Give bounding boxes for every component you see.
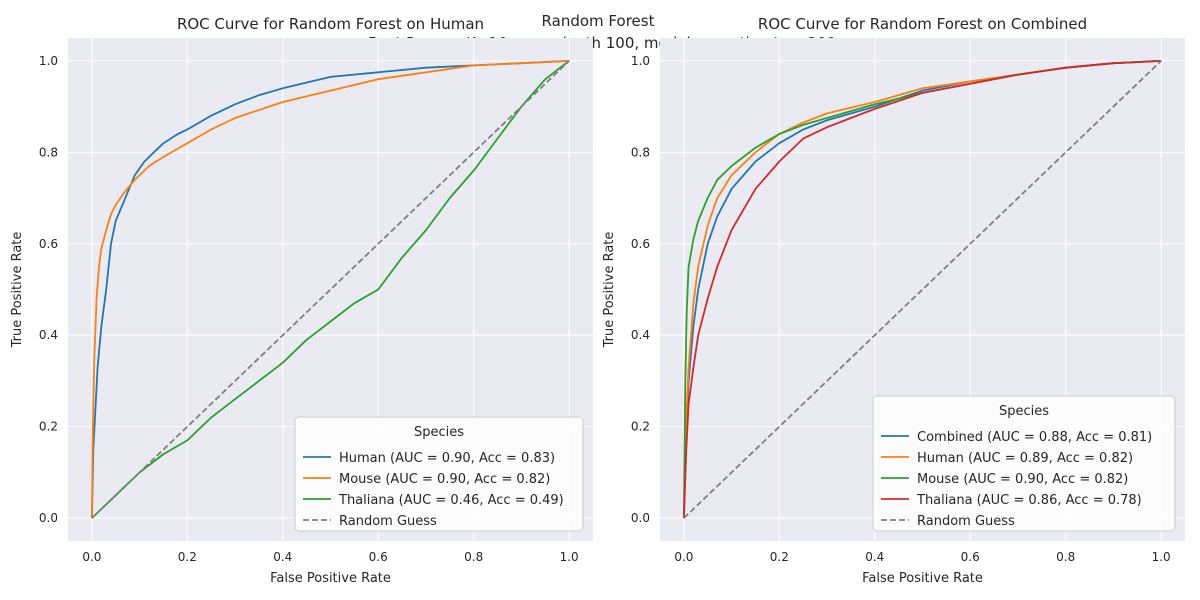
y-tick-label: 0.0 xyxy=(631,511,650,525)
x-tick-label: 1.0 xyxy=(1152,550,1171,564)
legend-title: Species xyxy=(999,404,1049,419)
legend-title: Species xyxy=(414,425,464,440)
x-tick-label: 0.6 xyxy=(961,550,980,564)
series-line-random xyxy=(683,60,1162,519)
legend-entry: Random Guess xyxy=(917,514,1015,529)
x-tick-label: 0.4 xyxy=(865,550,884,564)
series-line-random xyxy=(91,60,570,519)
series-line-mouse xyxy=(91,60,570,519)
suptitle-line-1: Random Forest xyxy=(542,12,655,30)
legend-entry: Random Guess xyxy=(339,514,437,529)
x-tick-label: 0.6 xyxy=(369,550,388,564)
legend-entry: Thaliana (AUC = 0.46, Acc = 0.49) xyxy=(338,493,564,508)
y-tick-label: 0.4 xyxy=(39,328,58,342)
series-line-thaliana xyxy=(91,60,570,519)
chart-title: ROC Curve for Random Forest on Combined xyxy=(758,15,1087,33)
y-tick-label: 0.0 xyxy=(39,511,58,525)
roc-panel-human: 0.0 0.2 0.4 0.6 0.8 1.0 0.0 0.2 0.4 0.6 0.8 1.0 ROC … xyxy=(10,15,593,586)
x-tick-label: 0.0 xyxy=(82,550,101,564)
x-axis-label: False Positive Rate xyxy=(270,571,391,586)
legend-entry: Human (AUC = 0.89, Acc = 0.82) xyxy=(917,451,1133,466)
x-tick-label: 0.2 xyxy=(770,550,789,564)
y-tick-label: 1.0 xyxy=(631,54,650,68)
y-tick-label: 0.8 xyxy=(631,145,650,159)
chart-title: ROC Curve for Random Forest on Human xyxy=(177,15,484,33)
legend: Species Combined (AUC = 0.88, Acc = 0.81)… xyxy=(872,395,1176,532)
legend-box xyxy=(294,416,584,532)
x-tick-label: 0.4 xyxy=(273,550,292,564)
x-tick-label: 1.0 xyxy=(560,550,579,564)
legend-box xyxy=(872,395,1176,532)
y-tick-label: 0.8 xyxy=(39,145,58,159)
legend-entry: Mouse (AUC = 0.90, Acc = 0.82) xyxy=(339,472,550,487)
y-axis-label: True Positive Rate xyxy=(10,232,25,349)
x-tick-label: 0.8 xyxy=(464,550,483,564)
x-tick-label: 0.8 xyxy=(1056,550,1075,564)
roc-panel-combined: 0.0 0.2 0.4 0.6 0.8 1.0 0.0 0.2 0.4 0.6 0.8 1.0 ROC … xyxy=(602,15,1185,586)
y-tick-label: 0.2 xyxy=(39,420,58,434)
x-tick-label: 0.0 xyxy=(674,550,693,564)
series-line-thaliana xyxy=(683,60,1162,519)
y-tick-label: 0.2 xyxy=(631,420,650,434)
legend: Species Human (AUC = 0.90, Acc = 0.83) Mou… xyxy=(294,416,584,532)
legend-entry: Combined (AUC = 0.88, Acc = 0.81) xyxy=(917,430,1152,445)
legend-entry: Mouse (AUC = 0.90, Acc = 0.82) xyxy=(917,472,1128,487)
legend-entry: Thaliana (AUC = 0.86, Acc = 0.78) xyxy=(916,493,1142,508)
y-tick-label: 1.0 xyxy=(39,54,58,68)
legend-entry: Human (AUC = 0.90, Acc = 0.83) xyxy=(339,451,555,466)
x-tick-label: 0.2 xyxy=(178,550,197,564)
y-tick-label: 0.4 xyxy=(631,328,650,342)
y-tick-label: 0.6 xyxy=(631,237,650,251)
x-axis-label: False Positive Rate xyxy=(862,571,983,586)
series-line-human xyxy=(91,60,570,519)
y-tick-label: 0.6 xyxy=(39,237,58,251)
y-axis-label: True Positive Rate xyxy=(602,232,617,349)
